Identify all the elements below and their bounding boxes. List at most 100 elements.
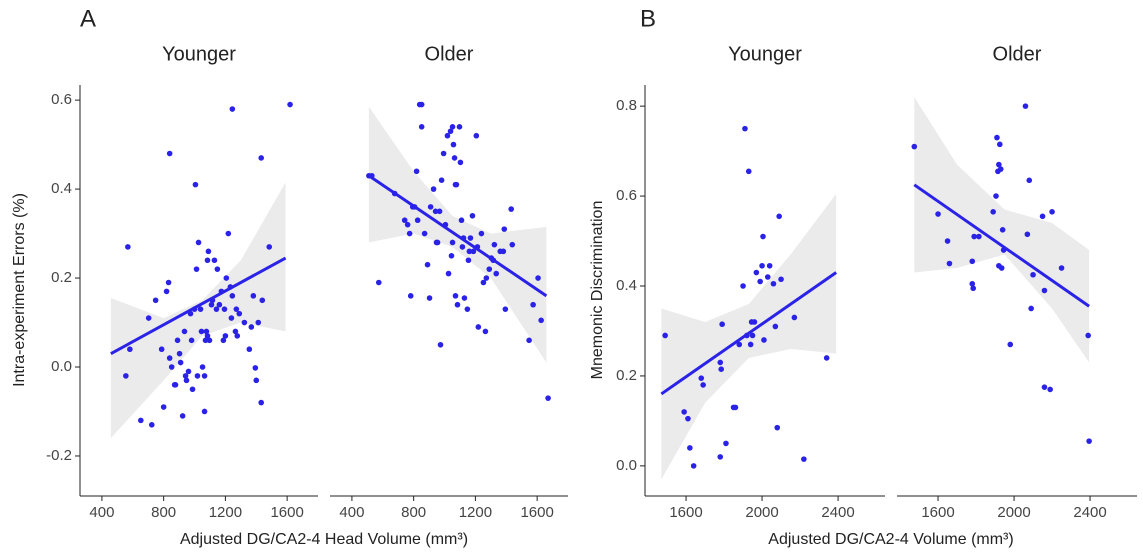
point: [197, 306, 204, 312]
x-tick-label: 400: [339, 504, 364, 521]
point: [211, 257, 218, 264]
y-tick-label: 0.2: [51, 269, 72, 286]
point: [213, 306, 220, 312]
panel-label: A: [80, 5, 96, 32]
point: [165, 279, 172, 286]
fit-line: [368, 174, 548, 298]
point: [234, 333, 241, 339]
point: [233, 306, 240, 312]
point: [464, 306, 471, 312]
point: [418, 124, 425, 130]
point: [502, 306, 509, 312]
point: [764, 274, 771, 280]
point: [491, 241, 498, 248]
point: [482, 328, 489, 335]
point: [509, 241, 516, 248]
point: [823, 355, 830, 361]
point: [717, 359, 724, 366]
point: [530, 301, 536, 308]
point: [445, 270, 452, 277]
point: [177, 359, 184, 366]
x-tick-label: 2400: [1073, 504, 1106, 521]
point: [418, 101, 425, 108]
point: [1039, 213, 1046, 220]
point: [182, 373, 189, 379]
point: [757, 278, 763, 285]
point: [252, 365, 259, 371]
point: [451, 155, 458, 161]
point: [259, 297, 266, 304]
point: [236, 310, 243, 317]
point: [232, 328, 239, 335]
point: [421, 230, 428, 237]
point: [248, 324, 255, 330]
point: [447, 128, 454, 135]
point: [971, 233, 977, 240]
point: [736, 341, 743, 348]
point: [791, 314, 798, 321]
point: [766, 262, 773, 269]
x-tick-label: 800: [401, 504, 426, 521]
point: [778, 276, 784, 283]
point: [717, 454, 724, 460]
point: [994, 134, 1000, 141]
y-tick-label: 0.4: [51, 180, 72, 197]
y-tick-label: 0.6: [616, 187, 637, 204]
x-tick-label: 2000: [745, 504, 778, 521]
point: [148, 422, 155, 428]
point: [969, 280, 976, 287]
x-tick-label: 1200: [459, 504, 492, 521]
y-tick-label: 0.8: [616, 97, 637, 114]
point: [759, 262, 765, 269]
point: [461, 295, 468, 301]
point: [229, 293, 236, 299]
point: [253, 377, 260, 384]
point: [225, 230, 232, 237]
point: [201, 408, 208, 415]
point: [168, 364, 175, 370]
point: [969, 258, 976, 265]
point: [127, 346, 133, 353]
point: [430, 186, 437, 192]
point: [163, 288, 170, 295]
point: [970, 285, 976, 292]
point: [1028, 305, 1034, 312]
point: [456, 124, 463, 130]
point: [448, 253, 455, 259]
point: [228, 315, 235, 321]
point: [999, 226, 1006, 233]
point: [732, 404, 739, 411]
point: [718, 366, 724, 372]
point: [437, 341, 444, 348]
point: [475, 324, 482, 330]
x-tick-label: 1600: [669, 504, 702, 521]
point: [203, 328, 210, 335]
point: [193, 266, 200, 272]
point: [681, 409, 687, 415]
point: [183, 377, 190, 384]
point: [742, 125, 748, 132]
point: [1024, 231, 1031, 238]
point: [935, 211, 941, 217]
point: [436, 208, 443, 215]
point: [467, 235, 474, 241]
point: [413, 168, 420, 175]
point: [255, 319, 262, 326]
point: [748, 319, 755, 325]
fit-line: [110, 256, 287, 355]
point: [449, 124, 456, 130]
panel-label: B: [640, 5, 656, 32]
point: [204, 333, 211, 339]
point: [208, 301, 215, 308]
point: [801, 456, 807, 462]
point: [452, 293, 459, 299]
point: [206, 337, 213, 344]
point: [760, 233, 766, 240]
y-axis-label: Intra-experiment Errors (%): [11, 193, 28, 387]
point: [976, 233, 982, 240]
point: [749, 332, 756, 339]
point: [189, 386, 196, 393]
point: [1049, 209, 1055, 215]
point: [172, 381, 179, 388]
fit-line: [660, 271, 838, 396]
